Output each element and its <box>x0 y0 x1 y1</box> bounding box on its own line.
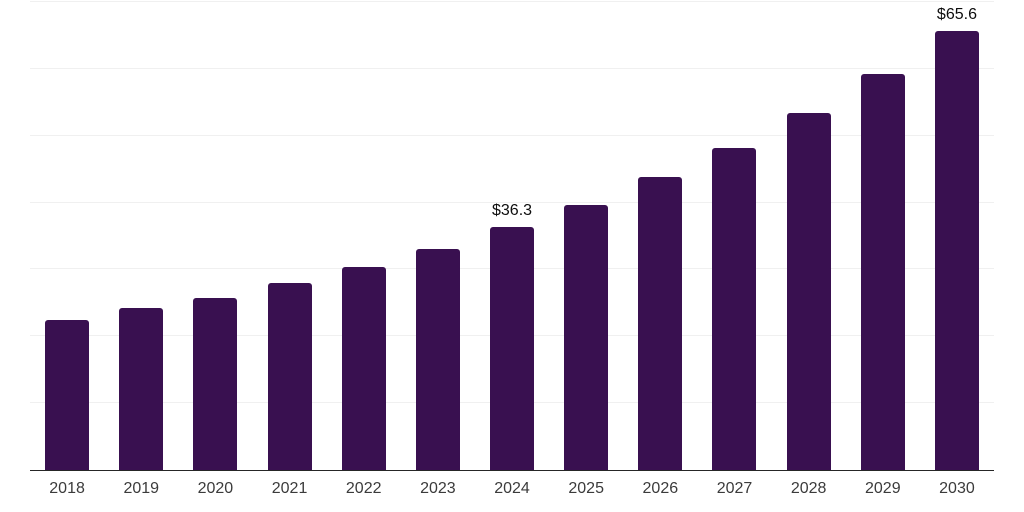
bar-2021 <box>267 283 312 470</box>
x-tick-label-2030: 2030 <box>939 480 975 497</box>
bar-band-2026 <box>623 0 697 470</box>
x-tick-label-2029: 2029 <box>865 480 901 497</box>
gridline-50 <box>30 134 994 136</box>
bar-2018 <box>45 319 90 470</box>
bar-band-2019 <box>104 0 178 470</box>
data-label-2030: $65.6 <box>936 6 977 24</box>
x-tick-label-2025: 2025 <box>568 480 604 497</box>
bar-band-2024: $36.3 <box>475 0 549 470</box>
bar-2028 <box>786 112 831 470</box>
gridline-70 <box>30 1 994 2</box>
bar-2020 <box>193 297 238 470</box>
x-tick-label-2023: 2023 <box>420 480 456 497</box>
bar-2023 <box>415 248 460 470</box>
x-tick-label-2022: 2022 <box>345 480 382 497</box>
bar-band-2027 <box>697 0 771 470</box>
bar-2022 <box>341 266 386 470</box>
bar-band-2029 <box>846 0 920 470</box>
bar-band-2020 <box>178 0 252 470</box>
bar-2027 <box>712 148 757 470</box>
bar-2026 <box>638 177 683 470</box>
x-tick-label-2020: 2020 <box>197 480 234 497</box>
bar-band-2028 <box>772 0 846 470</box>
x-tick-label-2026: 2026 <box>642 480 679 497</box>
bar-2025 <box>564 204 609 470</box>
x-tick-label-2018: 2018 <box>49 480 85 497</box>
bar-band-2022 <box>327 0 401 470</box>
bar-2030 <box>934 31 979 470</box>
bar-2019 <box>119 307 164 470</box>
bar-band-2021 <box>252 0 326 470</box>
plot-area: $36.3 $65.6 <box>30 0 994 471</box>
x-axis-labels: 2018 2019 2020 2021 2022 2023 2024 2025 2026 2027… <box>30 479 994 499</box>
data-label-2024: $36.3 <box>491 202 533 220</box>
x-tick-label-2028: 2028 <box>790 480 827 497</box>
bar-band-2030: $65.6 <box>920 0 994 470</box>
x-tick-label-2024: 2024 <box>494 480 530 497</box>
bars-container: $36.3 $65.6 <box>30 0 994 470</box>
x-tick-label-2021: 2021 <box>271 480 308 497</box>
bar-2024 <box>490 227 535 470</box>
gridline-60 <box>30 67 994 69</box>
x-tick-label-2019: 2019 <box>123 480 160 497</box>
bar-band-2023 <box>401 0 475 470</box>
bar-band-2025 <box>549 0 623 470</box>
x-tick-label-2027: 2027 <box>716 480 753 497</box>
bar-band-2018 <box>30 0 104 470</box>
gridline-40 <box>30 201 994 203</box>
bar-2029 <box>860 74 905 470</box>
